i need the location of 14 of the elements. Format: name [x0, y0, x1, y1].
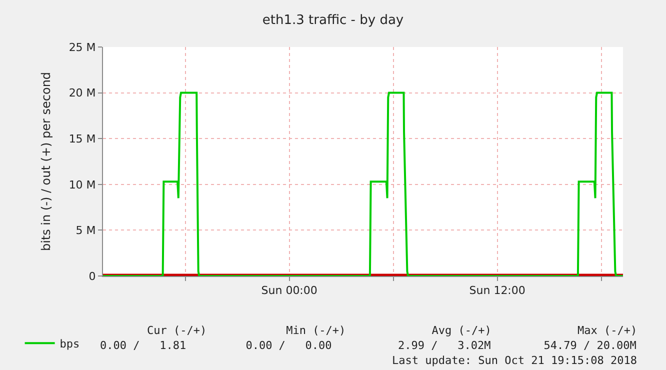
x-tick-label: Sun 00:00 — [261, 284, 318, 298]
y-tick-label: 5 M — [76, 224, 96, 238]
text: Cur (-/+) Min (-/+) Avg (-/+) Max (-/+) — [147, 324, 638, 337]
y-tick-label: 15 M — [68, 132, 96, 146]
chart-title: eth1.3 traffic - by day — [262, 12, 404, 28]
x-tick-label: Sun 12:00 — [469, 284, 526, 298]
y-tick-label: 0 — [88, 270, 96, 283]
y-axis-title: bits in (-) / out (+) per second — [39, 72, 54, 252]
y-tick-label: 20 M — [68, 86, 96, 100]
y-tick-label: 25 M — [68, 40, 96, 54]
text: 0.00 / 1.81 0.00 / 0.00 2.99 / 3.02M 54.79 / 20.00M — [100, 339, 637, 352]
y-tick-label: 10 M — [68, 178, 96, 192]
legend-label: bps — [60, 337, 80, 350]
text: Last update: Sun Oct 21 19:15:08 2018 — [392, 354, 638, 367]
